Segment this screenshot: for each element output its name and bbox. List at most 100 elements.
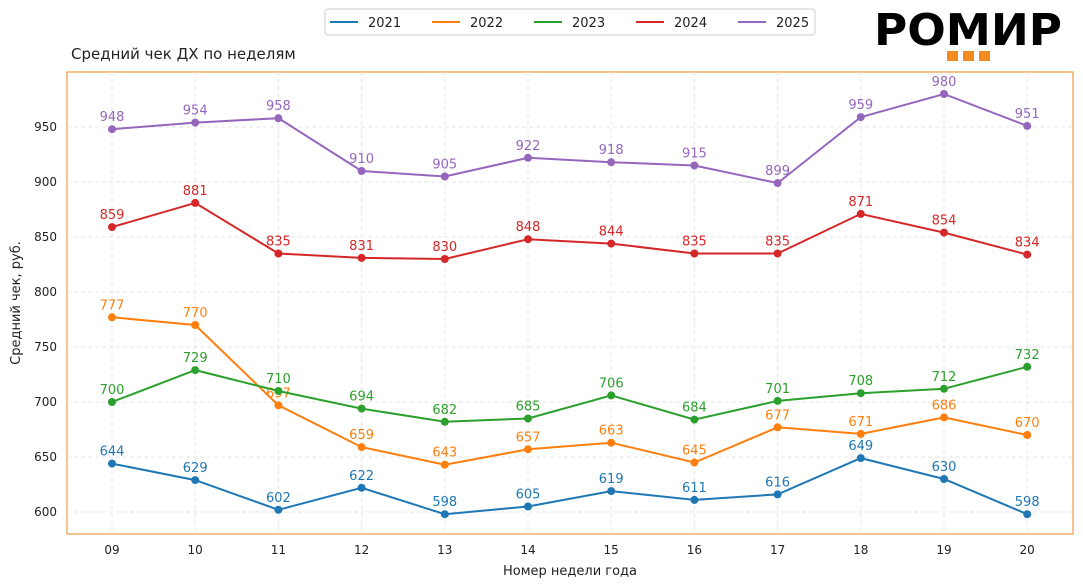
data-label: 959 [848, 98, 873, 113]
data-label: 694 [349, 390, 374, 405]
data-point [357, 443, 366, 452]
data-label: 670 [1015, 416, 1040, 431]
data-point [856, 429, 865, 438]
data-point [607, 438, 616, 447]
data-label: 922 [516, 139, 541, 154]
series-2021: 644 629 602 622 598 605 619 611 616 649 630 598 [100, 439, 1040, 519]
plot-frame [66, 71, 1074, 535]
data-point [940, 384, 948, 393]
data-label: 602 [266, 491, 291, 506]
data-label: 835 [765, 235, 790, 250]
data-point [1023, 121, 1032, 130]
logo-text: РОМИР [874, 5, 1062, 56]
y-tick-label: 900 [34, 175, 57, 189]
data-point [690, 415, 699, 424]
data-point [773, 179, 782, 188]
data-label: 777 [100, 298, 125, 313]
series-line [111, 316, 1028, 466]
data-label: 645 [682, 444, 707, 459]
data-point [440, 460, 449, 469]
data-label: 598 [432, 495, 457, 510]
data-label: 685 [516, 400, 541, 415]
data-point [773, 396, 782, 405]
legend: 2021 2022 2023 2024 2025 [330, 16, 809, 31]
x-tick-label: 10 [188, 543, 203, 557]
data-point [191, 198, 200, 207]
data-label: 659 [349, 428, 374, 443]
x-tick-label: 18 [853, 543, 868, 557]
data-label: 708 [848, 374, 873, 389]
data-label: 835 [266, 235, 291, 250]
y-tick-label: 600 [34, 505, 57, 519]
series-2022: 777770697659643657663645677671686670 [100, 298, 1040, 469]
data-point [940, 413, 948, 422]
data-label: 834 [1015, 236, 1040, 251]
data-point [1023, 362, 1032, 371]
data-label: 899 [765, 164, 790, 179]
data-label: 729 [183, 351, 208, 366]
y-tick-label: 650 [34, 450, 57, 464]
logo-square-3 [979, 51, 990, 61]
data-point [440, 172, 449, 181]
data-point [690, 495, 699, 504]
data-point [690, 161, 699, 170]
data-label: 958 [266, 99, 291, 114]
legend-box [324, 8, 816, 36]
legend-label: 2023 [572, 16, 605, 31]
data-point [108, 398, 116, 406]
x-tick-label: 14 [520, 543, 535, 557]
data-point [274, 401, 283, 410]
x-axis-label: Номер недели года [503, 564, 637, 579]
data-label: 710 [266, 372, 291, 387]
data-label: 616 [765, 475, 790, 490]
legend-item-2024: 2024 [636, 16, 707, 31]
data-label: 644 [100, 445, 125, 460]
x-tick-label: 16 [687, 543, 702, 557]
legend-item-2023: 2023 [534, 16, 605, 31]
data-point [440, 417, 449, 426]
series-line [111, 92, 1028, 185]
series-2024: 859 881 835 831 830 848 844 835 835 871 854 834 [100, 184, 1040, 263]
data-label: 706 [599, 376, 624, 391]
data-label: 910 [349, 152, 374, 167]
legend-label: 2022 [470, 16, 503, 31]
data-label: 611 [682, 481, 707, 496]
data-label: 830 [432, 240, 457, 255]
data-point [357, 483, 366, 492]
data-point [274, 505, 283, 514]
data-label: 643 [432, 446, 457, 461]
data-point [191, 476, 200, 485]
series-line [111, 365, 1028, 423]
data-label: 649 [848, 439, 873, 454]
data-label: 732 [1015, 348, 1040, 363]
data-label: 844 [599, 225, 624, 240]
data-point [940, 475, 948, 483]
data-label: 831 [349, 239, 374, 254]
data-point [108, 313, 116, 322]
data-point [856, 113, 865, 122]
data-label: 671 [848, 415, 873, 430]
data-label: 915 [682, 147, 707, 162]
data-point [191, 321, 200, 329]
data-label: 686 [932, 398, 957, 413]
series-2023: 700 729 710 694 682 685 706 684 701 708 712 732 [100, 348, 1040, 426]
data-point [1023, 250, 1032, 259]
data-point [108, 223, 116, 232]
series-group: 644 629 602 622 598 605 619 611 616 649 630 598 777 7… [100, 75, 1040, 519]
legend-item-2021: 2021 [330, 16, 401, 31]
data-point [108, 459, 116, 468]
y-tick-label: 850 [34, 230, 57, 244]
data-point [856, 454, 865, 463]
data-label: 918 [599, 143, 624, 158]
data-point [773, 490, 782, 499]
data-point [1023, 431, 1032, 439]
x-tick-label: 12 [354, 543, 369, 557]
y-tick-label: 800 [34, 285, 57, 299]
data-label: 948 [100, 110, 125, 125]
x-tick-label: 13 [437, 543, 452, 557]
data-label: 848 [516, 220, 541, 235]
data-label: 954 [183, 104, 208, 119]
data-point [607, 239, 616, 248]
logo-square-2 [963, 51, 974, 61]
